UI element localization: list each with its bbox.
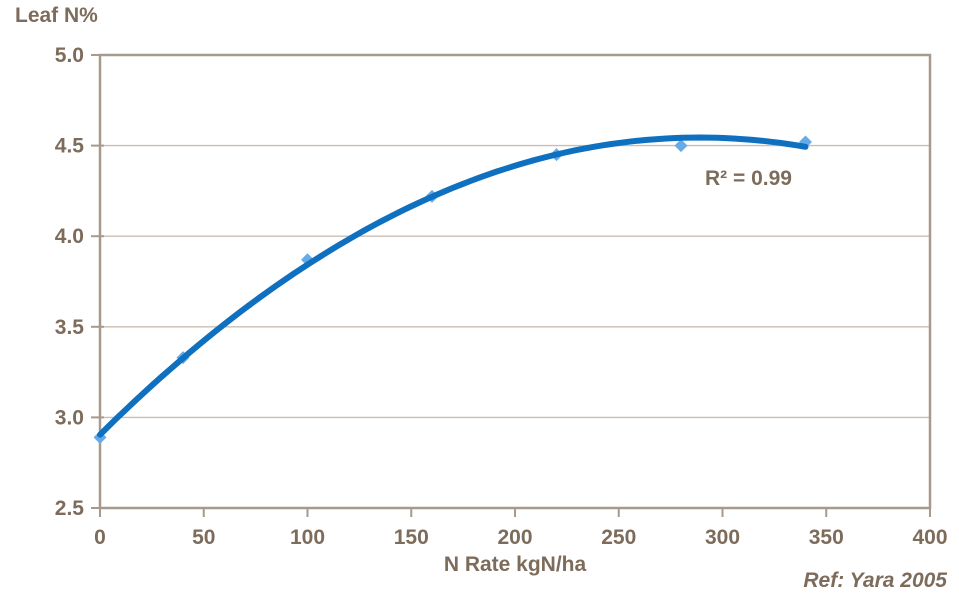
svg-text:3.0: 3.0 <box>55 406 84 429</box>
svg-text:250: 250 <box>601 526 636 549</box>
plot-border <box>98 53 932 510</box>
svg-text:4.0: 4.0 <box>55 225 84 248</box>
svg-text:400: 400 <box>912 526 947 549</box>
svg-text:150: 150 <box>394 526 429 549</box>
svg-text:3.5: 3.5 <box>55 316 85 339</box>
svg-text:100: 100 <box>290 526 325 549</box>
svg-text:0: 0 <box>94 526 106 549</box>
svg-text:4.5: 4.5 <box>55 135 85 158</box>
gridlines <box>100 144 930 419</box>
svg-text:2.5: 2.5 <box>55 497 85 520</box>
chart-title: Leaf N% <box>15 4 98 27</box>
data-point-marker <box>674 139 688 153</box>
svg-text:300: 300 <box>705 526 740 549</box>
svg-text:350: 350 <box>809 526 844 549</box>
reference-label: Ref: Yara 2005 <box>803 569 947 592</box>
y-tick-labels: 2.5 3.0 3.5 4.0 4.5 5.0 <box>55 44 85 520</box>
trendline-curve <box>97 134 809 438</box>
r-squared-annotation: R² = 0.99 <box>705 167 792 190</box>
svg-text:200: 200 <box>497 526 532 549</box>
x-tick-labels: 0 50 100 150 200 250 300 350 400 <box>94 526 947 549</box>
svg-text:5.0: 5.0 <box>55 44 84 67</box>
x-axis-title: N Rate kgN/ha <box>443 553 587 576</box>
svg-text:50: 50 <box>192 526 215 549</box>
axis-ticks <box>91 54 931 517</box>
